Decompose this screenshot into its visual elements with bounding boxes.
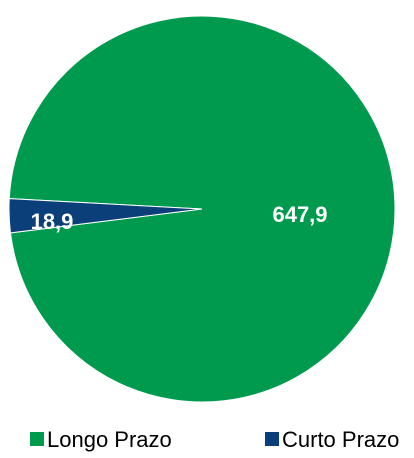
legend-label-longo-prazo: Longo Prazo — [47, 427, 172, 452]
slice-value-label-longo-prazo: 647,9 — [272, 202, 327, 227]
pie-slices — [8, 15, 396, 403]
legend-label-curto-prazo: Curto Prazo — [282, 427, 399, 452]
legend-swatch-longo-prazo — [30, 432, 44, 446]
slice-value-label-curto-prazo: 18,9 — [31, 209, 74, 234]
pie-slice-labels: 647,9 18,9 — [31, 202, 328, 234]
pie-slice-curto-prazo — [8, 198, 203, 234]
legend: Longo Prazo Curto Prazo — [30, 427, 399, 452]
legend-swatch-curto-prazo — [265, 432, 279, 446]
pie-slice-longo-prazo — [8, 15, 396, 403]
